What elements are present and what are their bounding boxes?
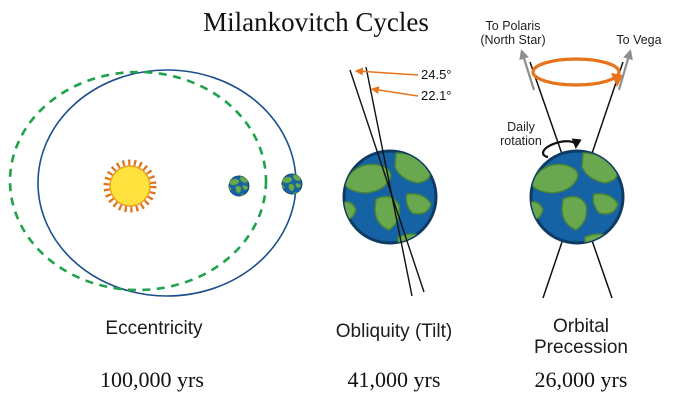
angle-value-min: 22.1°: [421, 88, 452, 103]
angle-arrow-max: [354, 67, 419, 76]
axis-line-min-tilt: [365, 66, 413, 297]
angle-arrow-min: [370, 86, 419, 97]
to-polaris-arrow-icon: [519, 49, 536, 91]
axis-line-max-tilt: [349, 69, 425, 293]
daily-rotation-label-line1: Daily: [507, 120, 536, 134]
orbit-ellipse-dashed: [8, 70, 268, 292]
obliquity-label: Obliquity (Tilt): [336, 321, 452, 342]
earth-icon-obliquity: [341, 151, 436, 243]
eccentricity-period: 100,000 yrs: [100, 367, 204, 392]
obliquity-period: 41,000 yrs: [348, 367, 441, 392]
daily-rotation-arrow-icon: [541, 138, 582, 159]
precession-label-line2: Precession: [534, 337, 628, 358]
page-title: Milankovitch Cycles: [203, 7, 429, 37]
earth-icon-inner-orbit: [228, 176, 249, 196]
daily-rotation-label-line2: rotation: [500, 134, 542, 148]
precession-circle: [531, 57, 621, 87]
orbit-ellipse-solid: [37, 69, 297, 297]
precession-label-line1: Orbital: [553, 316, 609, 337]
panel-eccentricity: Eccentricity 100,000 yrs: [8, 69, 302, 392]
panel-precession: To Polaris (North Star) To Vega Daily ro…: [480, 19, 661, 392]
sun-rays-icon: [103, 159, 157, 213]
precession-arrowhead-icon: [611, 73, 623, 87]
to-polaris-label-line1: To Polaris: [486, 19, 541, 33]
to-polaris-label-line2: (North Star): [480, 33, 545, 47]
to-vega-arrow-icon: [617, 49, 633, 91]
to-vega-label: To Vega: [616, 33, 661, 47]
eccentricity-label: Eccentricity: [105, 318, 203, 339]
precession-period: 26,000 yrs: [535, 367, 628, 392]
sun-icon: [103, 159, 157, 213]
earth-icon-outer-orbit: [281, 174, 302, 194]
panel-obliquity: 24.5° 22.1° Obliquity (Tilt) 41,000 yrs: [336, 66, 452, 392]
angle-value-max: 24.5°: [421, 67, 452, 82]
earth-icon-precession: [528, 151, 623, 243]
sun-disc: [109, 165, 151, 207]
